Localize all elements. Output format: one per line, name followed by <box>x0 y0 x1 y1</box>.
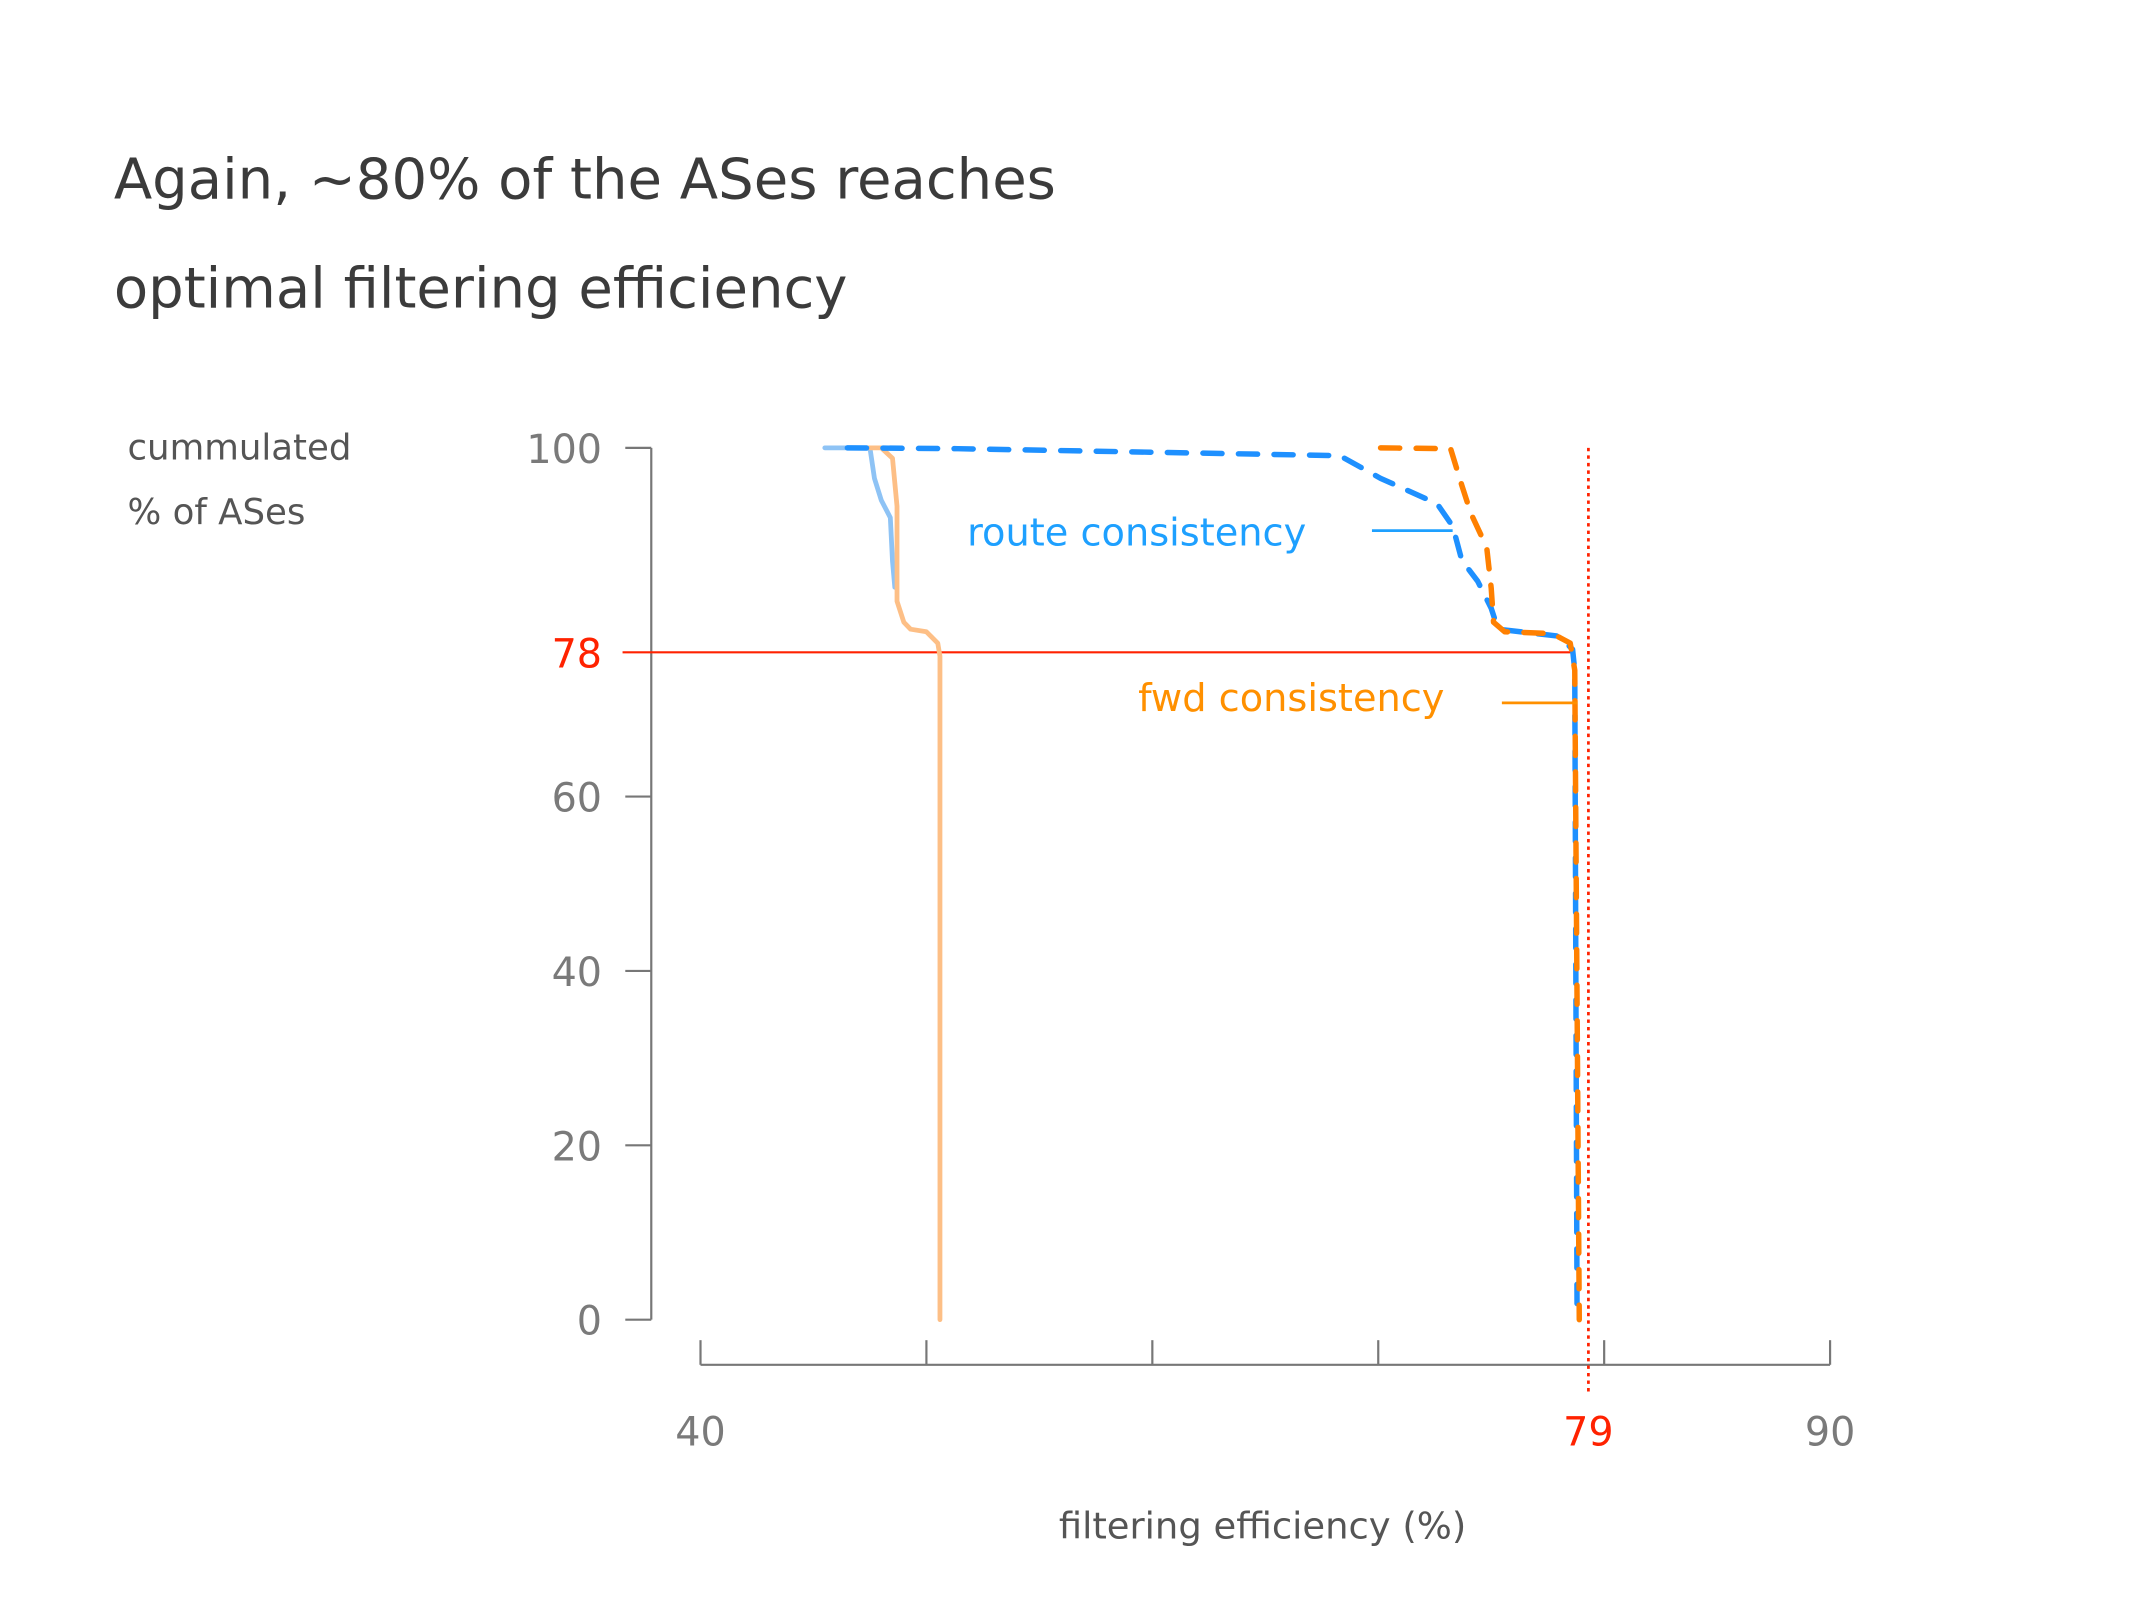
y-tick-label: 0 <box>577 1299 602 1345</box>
y-axis-label-line-1: cummulated <box>128 427 352 468</box>
series-line-2 <box>844 445 1580 1323</box>
y-tick-label: 40 <box>552 950 602 996</box>
series-line-0 <box>822 445 898 590</box>
reference-label-78: 78 <box>552 631 602 677</box>
x-axis-label: filtering efficiency (%) <box>1059 1504 1466 1547</box>
reference-label-79: 79 <box>1563 1409 1613 1455</box>
annotation-fwd-consistency: fwd consistency <box>1138 676 1444 721</box>
y-axis-label-line-2: % of ASes <box>128 492 306 533</box>
x-tick-label: 90 <box>1805 1409 1855 1455</box>
y-tick-label: 60 <box>552 776 602 822</box>
annotation-route-consistency: route consistency <box>967 511 1306 556</box>
title-line-2: optimal filtering efficiency <box>114 257 848 322</box>
x-tick-label: 40 <box>675 1409 725 1455</box>
series-group <box>822 445 1583 1323</box>
title-line-1: Again, ~80% of the ASes reaches <box>114 147 1056 212</box>
reference-lines: 78 79 <box>552 447 1614 1455</box>
y-tick-label: 100 <box>526 427 602 473</box>
axes: 0 20 40 60 100 40 90 <box>526 427 1855 1456</box>
series-line-3 <box>1377 445 1583 1323</box>
y-tick-label: 20 <box>552 1124 602 1170</box>
series-line-1 <box>851 445 943 1323</box>
